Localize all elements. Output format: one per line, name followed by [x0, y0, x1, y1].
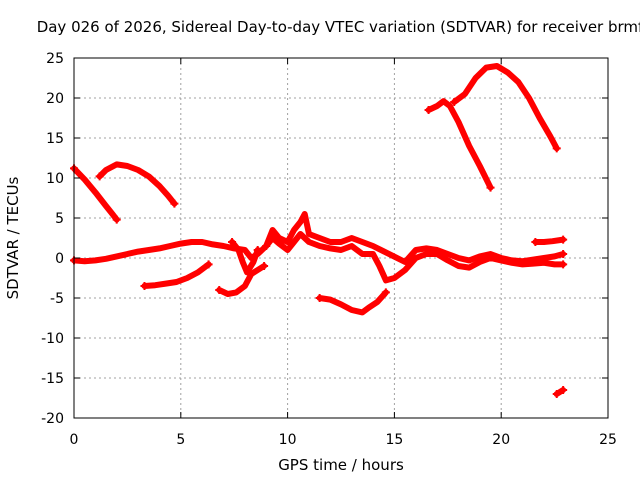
- x-tick-label: 25: [599, 432, 617, 448]
- data-point-marker: [140, 282, 149, 290]
- y-axis-ticks: -20 -15 -10 -5 0 5 10 15 20 25: [41, 51, 608, 427]
- trace-descent-17-20h: [425, 98, 494, 191]
- data-point-marker: [531, 238, 540, 246]
- data-point-marker: [170, 199, 179, 208]
- trace-main-baseline: [71, 231, 567, 284]
- data-point-marker: [559, 386, 568, 394]
- data-point-marker: [552, 390, 561, 398]
- data-point-marker: [204, 260, 213, 269]
- y-axis-label: SDTVAR / TECUs: [4, 176, 22, 299]
- data-series: [70, 63, 568, 398]
- data-point-marker: [95, 172, 104, 181]
- x-tick-label: 20: [492, 432, 510, 448]
- trace-peak-18-23h: [451, 63, 560, 152]
- trace-dip-7-8h: [216, 263, 268, 297]
- x-axis-ticks: 0 5 10 15 20 25: [70, 58, 617, 448]
- trace-main-upper-band: [263, 211, 567, 265]
- x-tick-label: 0: [70, 432, 79, 448]
- trace-early-arch: [96, 161, 178, 207]
- trace-dip-7-8h-b: [229, 239, 261, 276]
- data-point-marker: [260, 262, 269, 270]
- trace-early-descent: [71, 165, 120, 223]
- data-point-marker: [253, 246, 262, 254]
- y-tick-label: -15: [41, 371, 64, 387]
- y-tick-label: 25: [46, 51, 64, 67]
- x-tick-label: 15: [385, 432, 403, 448]
- data-point-marker: [228, 238, 237, 246]
- y-tick-label: 5: [55, 211, 64, 227]
- y-tick-label: 20: [46, 91, 64, 107]
- data-point-marker: [315, 294, 324, 302]
- x-tick-label: 10: [279, 432, 297, 448]
- y-tick-label: -10: [41, 331, 64, 347]
- data-point-marker: [559, 260, 568, 269]
- x-axis-label: GPS time / hours: [278, 456, 404, 474]
- grid-lines: [74, 58, 608, 418]
- trace-trough-11-15h: [316, 289, 389, 316]
- data-point-marker: [559, 250, 568, 258]
- plot-frame: [73, 57, 609, 419]
- trace-short-22h: [532, 236, 567, 245]
- x-tick-label: 5: [176, 432, 185, 448]
- data-point-marker: [112, 215, 121, 224]
- data-point-marker: [215, 286, 224, 294]
- y-tick-label: -5: [50, 291, 64, 307]
- trace-rise-3-6h: [141, 261, 212, 289]
- y-tick-label: 0: [55, 251, 64, 267]
- data-point-marker: [559, 235, 568, 244]
- data-point-marker: [486, 183, 495, 192]
- data-point-marker: [450, 98, 459, 106]
- y-tick-label: 10: [46, 171, 64, 187]
- y-tick-label: 15: [46, 131, 64, 147]
- data-point-marker: [552, 144, 561, 153]
- data-point-marker: [424, 106, 433, 114]
- data-point-marker: [262, 242, 271, 250]
- y-tick-label: -20: [41, 411, 64, 427]
- data-point-marker: [381, 288, 390, 297]
- chart-title: Day 026 of 2026, Sidereal Day-to-day VTE…: [37, 18, 640, 36]
